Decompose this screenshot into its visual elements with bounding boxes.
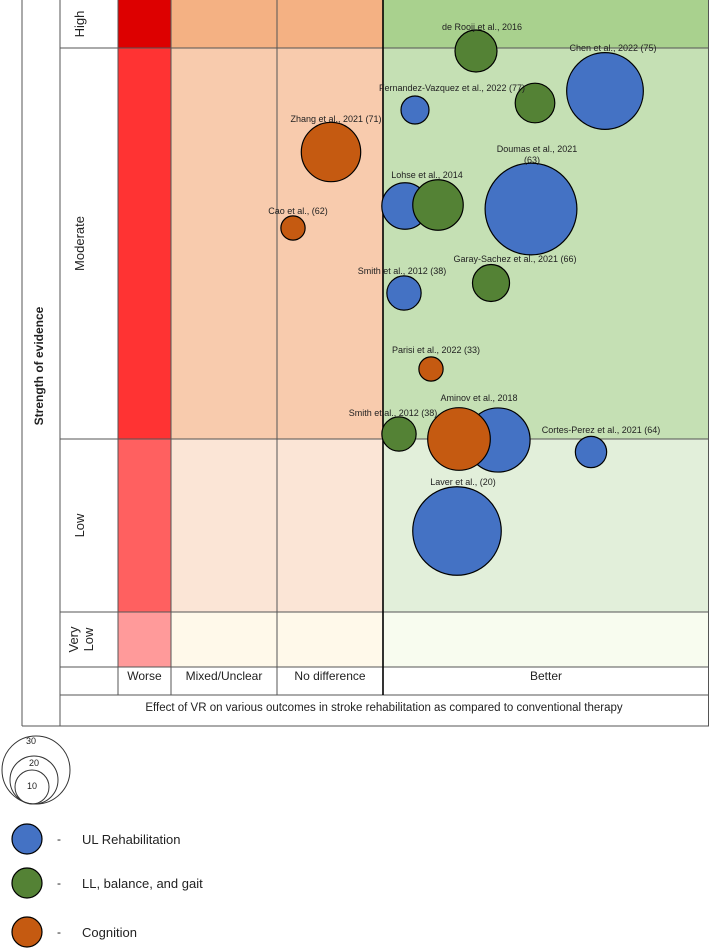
cell-mixed-unclear-moderate: [171, 48, 277, 439]
cell-worse-moderate: [118, 48, 171, 439]
bubble-cog-14: [427, 407, 491, 471]
legend-swatch-ll: [11, 867, 43, 899]
bubble-ll-3: [514, 82, 556, 124]
axis-labels: Strength of evidence Effect of VR on var…: [32, 306, 623, 714]
row-label-high: High: [72, 11, 87, 38]
legend-label-ul: UL Rehabilitation: [82, 832, 181, 847]
chart-title: Effect of VR on various outcomes in stro…: [145, 702, 623, 714]
bubble-ul-5: [484, 162, 578, 256]
bubble-cog-8: [280, 215, 306, 241]
bubble-label-10: Smith et al., 2012 (38): [358, 266, 447, 276]
cell-worse-very-low: [118, 612, 171, 667]
bubble-label-0: de Rooij et al., 2016: [442, 22, 522, 32]
bubble-label-15: Cortes-Perez et al., 2021 (64): [542, 425, 661, 435]
bubble-ll-0: [454, 29, 498, 73]
bubble-ul-1: [566, 52, 644, 130]
row-label-moderate: Moderate: [72, 216, 87, 271]
row-label-very-low: VeryLow: [66, 626, 96, 653]
bubbles: [280, 29, 644, 576]
cell-better-high: [383, 0, 709, 48]
legend-swatch-cog: [11, 916, 43, 948]
cell-mixed-unclear-low: [171, 439, 277, 612]
bubble-ul-10: [386, 275, 422, 311]
size-legend-circle-10: [14, 769, 50, 805]
bubble-cog-4: [300, 121, 362, 183]
legend-dash-ul: -: [57, 832, 61, 846]
bubble-label-5: Doumas et al., 2021 (63): [497, 144, 578, 165]
bubble-label-11: Parisi et al., 2022 (33): [392, 345, 480, 355]
bubble-label-13: Smith et al., 2012 (38): [349, 408, 438, 418]
cell-better-very-low: [383, 612, 709, 667]
bubble-label-1: Chen et al., 2022 (75): [569, 43, 656, 53]
cell-mixed-unclear-high: [171, 0, 277, 48]
bubble-ll-9: [471, 263, 511, 303]
legend-label-ll: LL, balance, and gait: [82, 876, 203, 891]
bubble-label-4: Zhang et al., 2021 (71): [290, 114, 381, 124]
cell-no-difference-high: [277, 0, 383, 48]
size-legend-value-20: 20: [29, 758, 39, 768]
col-label-no-difference: No difference: [294, 669, 365, 683]
size-legend-value-30: 30: [26, 736, 36, 746]
bubble-label-6: Lohse et al., 2014: [391, 170, 463, 180]
bubble-ul-15: [574, 435, 608, 469]
bubble-ll-7: [412, 179, 464, 231]
bubble-label-12: Aminov et al., 2018: [440, 393, 517, 403]
grid-lines: High Moderate Low VeryLow Worse Mixed/Unclear…: [21, 0, 709, 727]
row-label-low: Low: [72, 513, 87, 537]
bubble-cog-11: [418, 356, 444, 382]
legend: 30 20 10 - UL Rehabilitation - LL, balance, an…: [1, 735, 203, 948]
size-legend-value-10: 10: [27, 781, 37, 791]
legend-dash-ll: -: [57, 876, 61, 890]
bubble-label-8: Cao et al., (62): [268, 206, 328, 216]
legend-dash-cog: -: [57, 925, 61, 939]
bubble-label-9: Garay-Sachez et al., 2021 (66): [453, 254, 576, 264]
bubble-labels: de Rooij et al., 2016 Chen et al., 2022 (…: [268, 22, 660, 487]
bubble-ul-16: [412, 486, 502, 576]
col-label-better: Better: [530, 669, 562, 683]
y-axis-title: Strength of evidence: [32, 306, 46, 425]
cell-worse-high: [118, 0, 171, 48]
bubble-label-2: Fernandez-Vazquez et al., 2022 (77): [379, 83, 525, 93]
legend-swatch-ul: [11, 823, 43, 855]
col-label-worse: Worse: [127, 669, 162, 683]
legend-label-cog: Cognition: [82, 925, 137, 940]
col-label-mixed-unclear: Mixed/Unclear: [186, 669, 263, 683]
cell-no-difference-moderate: [277, 48, 383, 439]
bubble-label-16: Laver et al., (20): [430, 477, 496, 487]
bubble-ul-2: [400, 95, 430, 125]
bubble-ll-13: [381, 416, 417, 452]
cell-worse-low: [118, 439, 171, 612]
cell-no-difference-low: [277, 439, 383, 612]
cell-no-difference-very-low: [277, 612, 383, 667]
cell-mixed-unclear-very-low: [171, 612, 277, 667]
